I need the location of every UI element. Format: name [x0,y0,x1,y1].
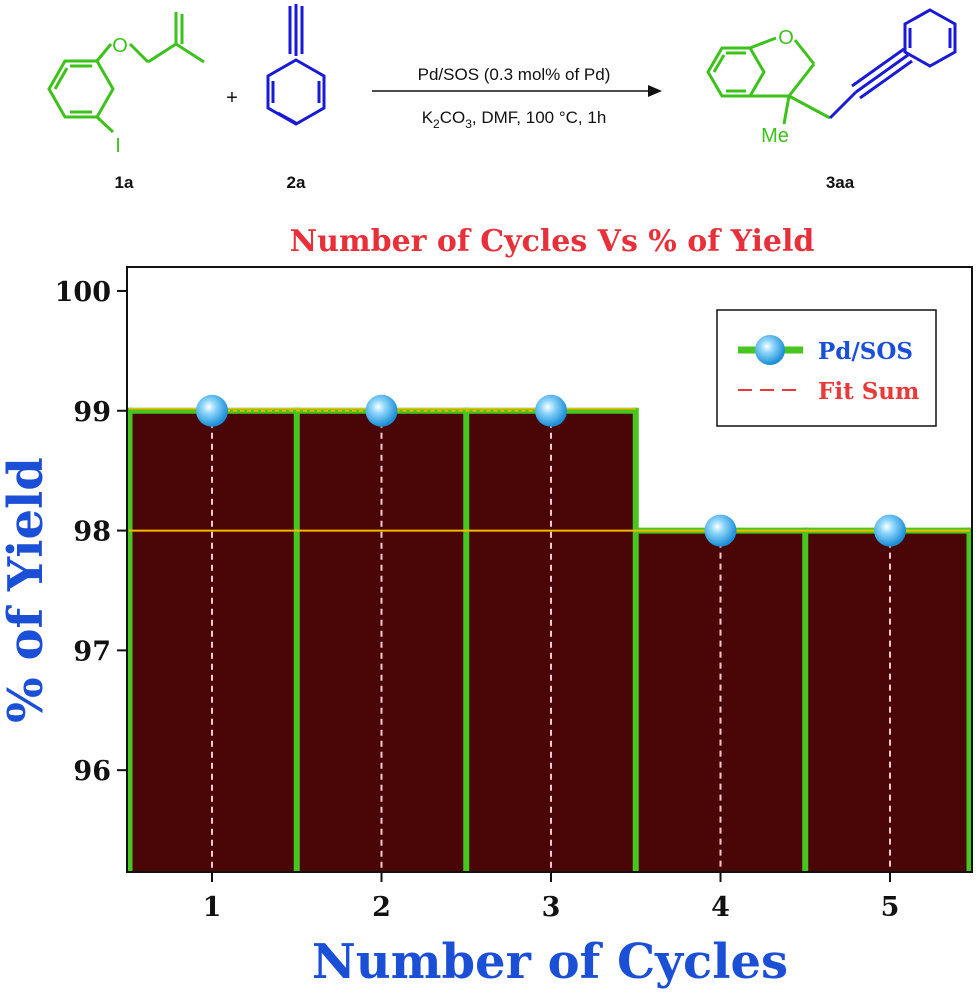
compound-1a-oxygen: O [112,35,128,57]
condition-top: Pd/SOS (0.3 mol% of Pd) [418,65,611,84]
condition-bottom: K2CO3, DMF, 100 °C, 1h [422,108,607,131]
compound-2a-structure [266,4,326,126]
compound-2a-label: 2a [287,173,306,192]
markers-group [196,394,906,547]
data-point-cycle-1 [196,394,228,427]
y-tick-label-97: 97 [73,636,111,667]
legend-pdsos-label: Pd/SOS [818,338,913,365]
data-point-cycle-4 [704,514,737,547]
compound-3aa-structure [706,8,957,125]
y-tick-label-99: 99 [73,397,111,428]
bar-cycle-1 [129,410,297,872]
y-axis-ticks: 96 97 98 99 100 [55,277,127,787]
bar-cycle-5 [805,530,970,872]
x-tick-label-3: 3 [542,892,561,923]
x-axis-label: Number of Cycles [312,934,788,990]
y-tick-label-100: 100 [55,277,111,308]
x-tick-label-4: 4 [711,892,730,923]
compound-3aa-label: 3aa [826,173,855,192]
compound-1a-label: 1a [115,173,134,192]
x-axis-ticks: 1 2 3 4 5 [203,872,900,923]
data-point-cycle-5 [874,514,906,547]
yield-chart: Number of Cycles Vs % of Yield 96 97 98 99 1… [0,224,973,990]
compound-1a-structure [47,12,205,134]
drop-lines-group [211,410,891,872]
reaction-scheme: O I 1a + 2a Pd/SOS (0.3 mol% of Pd) K2CO… [47,4,957,192]
bar-cycle-2 [296,410,467,872]
bars-group [127,407,972,872]
legend: Pd/SOS Fit Sum [716,309,937,427]
bar-cycle-3 [466,410,636,872]
reaction-arrow-head [648,85,662,97]
x-tick-label-5: 5 [881,892,900,923]
plus-sign: + [226,87,238,109]
x-tick-label-1: 1 [203,892,222,923]
compound-1a-iodine: I [115,135,121,157]
y-tick-label-98: 98 [73,517,111,548]
chart-title: Number of Cycles Vs % of Yield [290,224,815,259]
compound-3aa-oxygen: O [778,27,794,49]
data-point-cycle-3 [535,394,567,427]
legend-box [716,309,937,427]
legend-fitsum-label: Fit Sum [818,378,919,405]
x-tick-label-2: 2 [372,892,391,923]
y-axis-label: % of Yield [0,457,54,723]
data-point-cycle-2 [365,394,398,427]
legend-pdsos-marker [755,335,785,365]
compound-3aa-methyl: Me [761,125,789,147]
plot-frame [126,266,973,873]
y-tick-label-96: 96 [73,756,111,787]
